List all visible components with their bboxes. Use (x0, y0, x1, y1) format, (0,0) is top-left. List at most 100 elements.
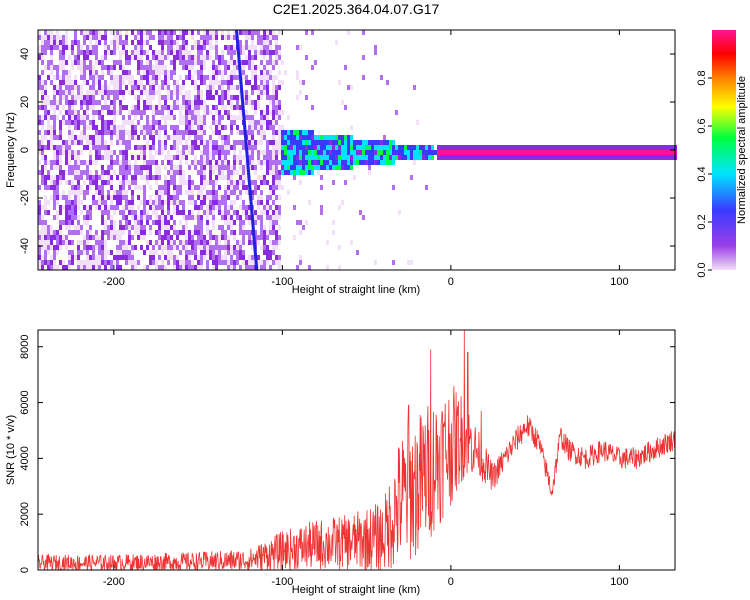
spectrogram-cell (104, 100, 107, 105)
spectrogram-cell (41, 135, 44, 140)
spectrogram-cell (74, 175, 77, 180)
spectrogram-cell (119, 235, 122, 240)
spectrogram-cell (239, 130, 242, 135)
spectrogram-cell (185, 75, 188, 80)
spectrogram-cell (257, 35, 260, 40)
spectrogram-cell (200, 120, 203, 125)
spectrogram-cell (86, 55, 89, 60)
spectrogram-cell (473, 155, 476, 160)
spectrogram-cell (386, 80, 389, 85)
spectrogram-cell (89, 150, 92, 155)
spectrogram-cell (275, 100, 278, 105)
spectrogram-cell (542, 145, 545, 150)
spectrogram-cell (341, 145, 344, 150)
spectrogram-cell (221, 35, 224, 40)
spectrogram-cell (134, 125, 137, 130)
spectrogram-cell (44, 165, 47, 170)
spectrogram-cell (131, 110, 134, 115)
spectrogram-cell (71, 250, 74, 255)
spectrogram-cell (221, 50, 224, 55)
spectrogram-cell (131, 120, 134, 125)
spectrogram-cell (356, 155, 359, 160)
spectrogram-cell (212, 75, 215, 80)
spectrogram-cell (272, 85, 275, 90)
spectrogram-cell (209, 230, 212, 235)
spectrogram-cell (104, 120, 107, 125)
spectrogram-cell (224, 190, 227, 195)
spectrogram-cell (311, 170, 314, 175)
spectrogram-cell (62, 60, 65, 65)
spectrogram-cell (542, 155, 545, 160)
spectrogram-cell (257, 200, 260, 205)
streak-cell (237, 54, 241, 57)
spectrogram-cell (257, 260, 260, 265)
spectrogram-cell (524, 155, 527, 160)
spectrogram-cell (104, 45, 107, 50)
spectrogram-cell (197, 85, 200, 90)
spectrogram-cell (215, 35, 218, 40)
spectrogram-cell (65, 215, 68, 220)
spectrogram-cell (521, 155, 524, 160)
spectrogram-cell (53, 265, 56, 270)
spectrogram-cell (308, 160, 311, 165)
spectrogram-cell (50, 240, 53, 245)
spectrogram-cell (293, 130, 296, 135)
spectrogram-cell (194, 95, 197, 100)
streak-cell (254, 262, 258, 266)
spectrogram-cell (176, 100, 179, 105)
spectrogram-cell (158, 110, 161, 115)
spectrogram-cell (275, 90, 278, 95)
spectrogram-cell (125, 105, 128, 110)
spectrogram-cell (170, 125, 173, 130)
spectrogram-cell (44, 195, 47, 200)
spectrogram-cell (155, 50, 158, 55)
streak-cell (237, 56, 241, 60)
spectrogram-cell (122, 45, 125, 50)
spectrogram-cell (131, 130, 134, 135)
spectrogram-cell (269, 35, 272, 40)
spectrogram-cell (200, 180, 203, 185)
spectrogram-cell (212, 190, 215, 195)
streak-cell (248, 188, 252, 192)
spectrogram-cell (185, 40, 188, 45)
spectrogram-cell (44, 95, 47, 100)
spectrogram-cell (89, 60, 92, 65)
spectrogram-cell (188, 250, 191, 255)
spectrogram-cell (101, 120, 104, 125)
spectrogram-cell (206, 110, 209, 115)
spectrogram-cell (59, 100, 62, 105)
spectrogram-cell (140, 80, 143, 85)
spectrogram-cell (164, 95, 167, 100)
spectrogram-cell (179, 155, 182, 160)
spectrogram-cell (233, 50, 236, 55)
spectrogram-cell (311, 105, 314, 110)
spectrogram-cell (272, 180, 275, 185)
spectrogram-cell (293, 155, 296, 160)
spectrogram-cell (116, 205, 119, 210)
spectrogram-cell (59, 110, 62, 115)
spectrogram-cell (68, 260, 71, 265)
spectrogram-cell (263, 35, 266, 40)
spectrogram-cell (53, 190, 56, 195)
spectrogram-cell (353, 140, 356, 145)
spectrogram-cell (53, 115, 56, 120)
spectrogram-cell (113, 35, 116, 40)
spectrogram-cell (230, 170, 233, 175)
spectrogram-cell (224, 220, 227, 225)
spectrogram-cell (107, 195, 110, 200)
spectrogram-cell (176, 170, 179, 175)
streak-cell (253, 243, 257, 247)
spectrogram-cell (158, 255, 161, 260)
spectrogram-cell (173, 165, 176, 170)
spectrogram-cell (140, 165, 143, 170)
spectrogram-cell (53, 200, 56, 205)
spectrogram-cell (176, 155, 179, 160)
spectrogram-cell (170, 90, 173, 95)
spectrogram-cell (257, 130, 260, 135)
spectrogram-cell (218, 65, 221, 70)
spectrogram-cell (203, 175, 206, 180)
spectrogram-cell (185, 90, 188, 95)
spectrogram-cell (143, 190, 146, 195)
spectrogram-cell (500, 145, 503, 150)
spectrogram-cell (194, 255, 197, 260)
